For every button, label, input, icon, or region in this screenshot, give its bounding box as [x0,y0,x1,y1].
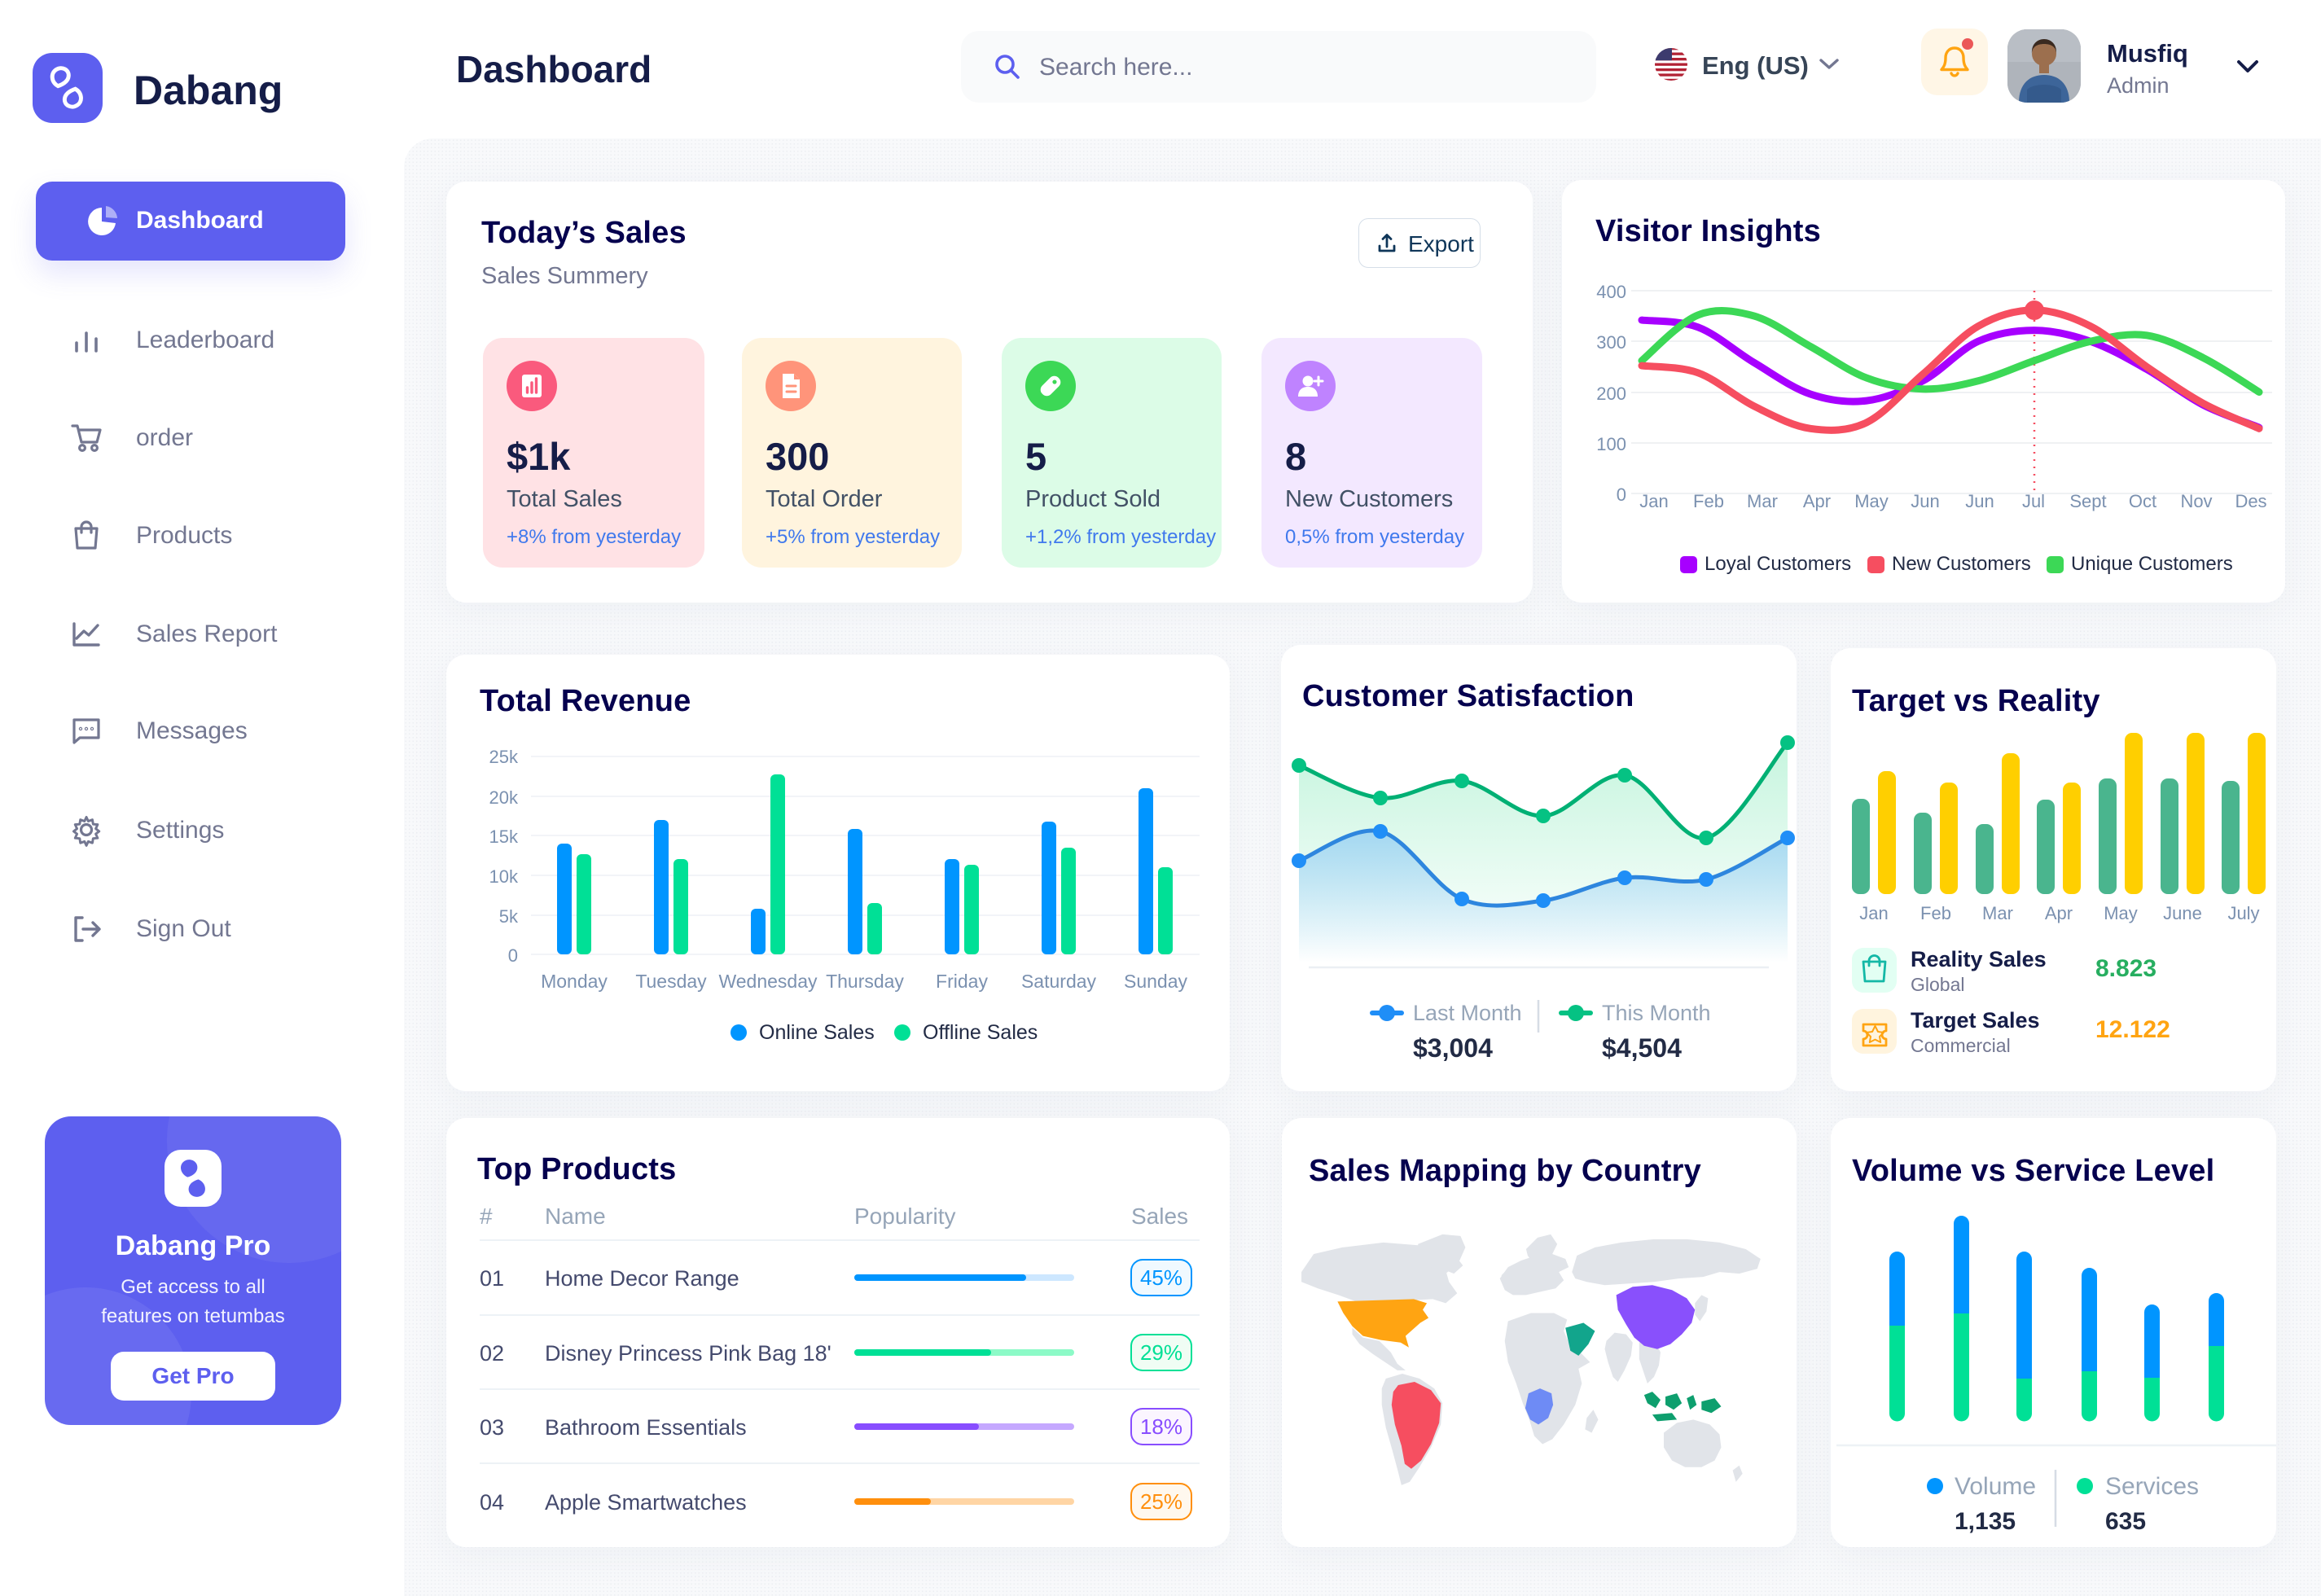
svg-text:Jan: Jan [1639,491,1668,511]
svg-text:Tuesday: Tuesday [635,971,707,992]
svg-text:Apple Smartwatches: Apple Smartwatches [545,1490,747,1515]
svg-text:Mar: Mar [1747,491,1778,511]
svg-text:May: May [1854,491,1889,511]
svg-text:20k: 20k [489,787,519,808]
svg-text:Oct: Oct [2129,491,2156,511]
svg-text:Wednesday: Wednesday [718,971,818,992]
svg-text:Saturday: Saturday [1021,971,1097,992]
svg-text:This Month: This Month [1602,1001,1711,1025]
svg-text:Jun: Jun [1911,491,1939,511]
svg-text:Sunday: Sunday [1124,971,1188,992]
svg-text:Jun: Jun [1965,491,1994,511]
svg-text:Friday: Friday [936,971,988,992]
svg-text:300: 300 [1596,332,1626,353]
svg-text:0: 0 [1617,484,1626,505]
svg-text:June: June [2163,903,2202,923]
svg-text:03: 03 [480,1415,504,1440]
svg-text:200: 200 [1596,384,1626,404]
svg-text:8.823: 8.823 [2095,955,2156,982]
svg-text:15k: 15k [489,826,519,847]
svg-text:12.122: 12.122 [2095,1016,2170,1043]
svg-text:45%: 45% [1140,1265,1182,1290]
svg-text:Monday: Monday [541,971,608,992]
svg-text:Feb: Feb [1693,491,1724,511]
svg-text:Services: Services [2105,1473,2199,1500]
svg-text:10k: 10k [489,866,519,887]
svg-text:Commercial: Commercial [1911,1035,2011,1056]
svg-text:Mar: Mar [1982,903,2013,923]
svg-text:Unique Customers: Unique Customers [2071,553,2233,575]
svg-text:Disney Princess Pink Bag 18': Disney Princess Pink Bag 18' [545,1341,831,1366]
svg-text:Popularity: Popularity [854,1204,956,1229]
svg-text:Sales: Sales [1131,1204,1188,1229]
svg-text:5k: 5k [499,906,519,927]
svg-text:01: 01 [480,1266,504,1291]
svg-text:Home Decor Range: Home Decor Range [545,1266,739,1291]
svg-text:635: 635 [2105,1508,2146,1535]
svg-text:100: 100 [1596,434,1626,454]
svg-text:29%: 29% [1140,1340,1182,1365]
svg-text:Name: Name [545,1204,606,1229]
svg-text:Jul: Jul [2022,491,2045,511]
svg-text:#: # [480,1204,493,1229]
svg-text:Reality Sales: Reality Sales [1911,947,2047,971]
svg-text:Volume: Volume [1955,1473,2036,1500]
svg-text:0: 0 [508,945,518,966]
svg-text:400: 400 [1596,282,1626,302]
svg-text:Sept: Sept [2069,491,2106,511]
svg-text:Loyal Customers: Loyal Customers [1705,553,1851,575]
svg-text:$4,504: $4,504 [1602,1033,1682,1063]
svg-text:25k: 25k [489,747,519,767]
svg-text:Des: Des [2235,491,2266,511]
svg-text:Online Sales: Online Sales [759,1021,875,1044]
svg-text:Target Sales: Target Sales [1911,1008,2040,1033]
svg-text:Feb: Feb [1920,903,1951,923]
svg-text:Nov: Nov [2180,491,2212,511]
svg-text:$3,004: $3,004 [1413,1033,1493,1063]
svg-text:02: 02 [480,1341,504,1366]
svg-text:Apr: Apr [2045,903,2073,923]
svg-text:04: 04 [480,1490,504,1515]
svg-text:May: May [2104,903,2138,923]
svg-text:Last Month: Last Month [1413,1001,1522,1025]
svg-text:New Customers: New Customers [1892,553,2031,575]
svg-text:Apr: Apr [1803,491,1831,511]
svg-text:18%: 18% [1140,1414,1182,1439]
svg-text:Offline Sales: Offline Sales [923,1021,1038,1044]
svg-text:Bathroom Essentials: Bathroom Essentials [545,1415,747,1440]
svg-text:1,135: 1,135 [1955,1508,2016,1535]
svg-text:Jan: Jan [1859,903,1888,923]
svg-text:25%: 25% [1140,1489,1182,1514]
svg-text:July: July [2227,903,2259,923]
svg-text:Global: Global [1911,974,1964,995]
svg-text:Thursday: Thursday [826,971,904,992]
